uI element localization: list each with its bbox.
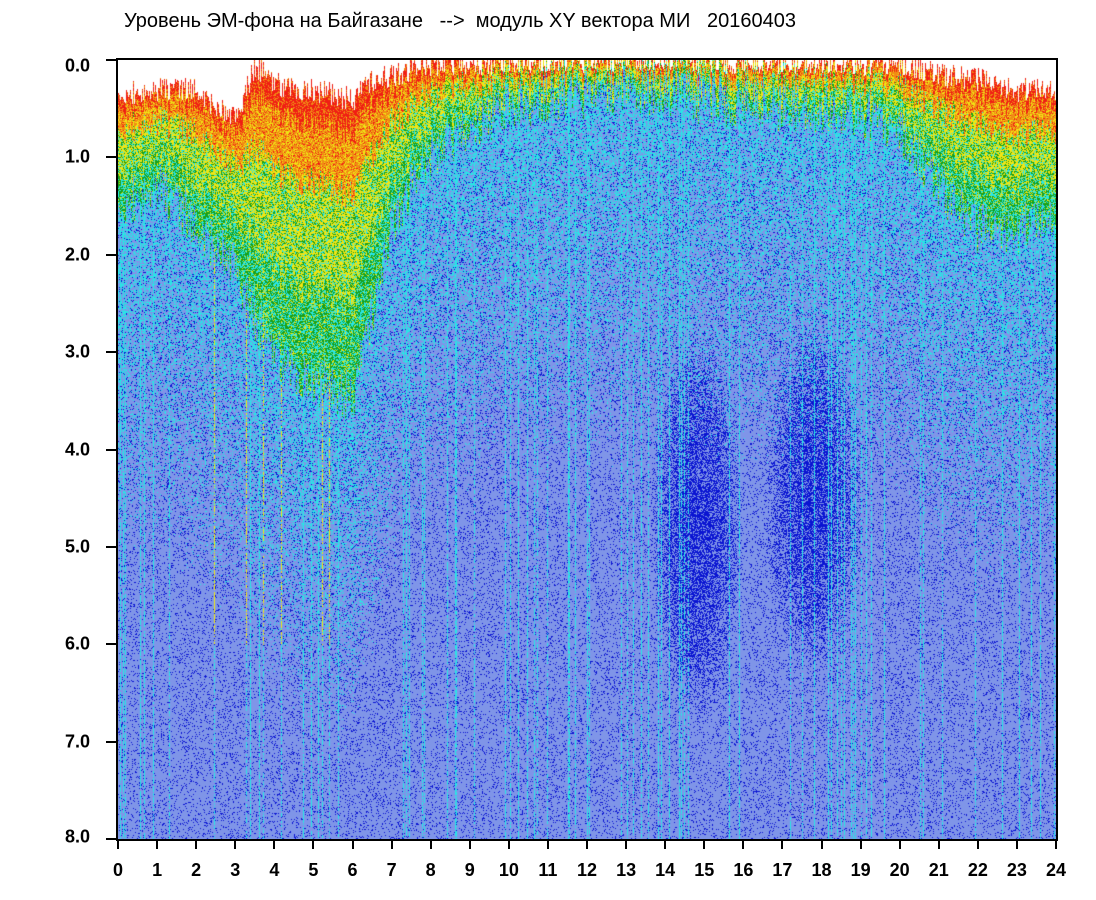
x-tick-mark (664, 841, 667, 849)
x-tick-label: 8 (425, 860, 436, 880)
x-tick-mark (781, 841, 784, 849)
x-tick-label: 0 (112, 860, 124, 880)
y-tick-mark (106, 351, 116, 354)
chart-title: Уровень ЭМ-фона на Байгазане --> модуль … (124, 10, 796, 32)
y-tick-mark (106, 253, 116, 256)
y-tick-label: 4.0 (64, 439, 90, 459)
y-tick-mark (106, 448, 116, 451)
x-tick-label: 18 (811, 860, 832, 880)
x-tick-label: 17 (772, 860, 793, 880)
x-tick-mark (703, 841, 706, 849)
x-tick-label: 11 (538, 860, 558, 880)
x-tick-label: 23 (1006, 860, 1027, 880)
x-tick-mark (351, 841, 354, 849)
x-tick-label: 3 (230, 860, 241, 880)
heatmap-canvas (118, 60, 1056, 839)
x-tick-label: 4 (269, 860, 280, 880)
x-tick-mark (468, 841, 471, 849)
y-tick-mark (106, 59, 116, 61)
y-tick-label: 7.0 (64, 731, 90, 752)
x-tick-label: 14 (655, 860, 676, 880)
x-tick-mark (546, 841, 549, 849)
x-tick-mark (156, 841, 159, 849)
x-tick-label: 6 (347, 860, 358, 880)
x-tick-label: 24 (1045, 860, 1067, 880)
x-tick-mark (976, 841, 979, 849)
plot-area (116, 58, 1058, 841)
x-tick-label: 9 (464, 860, 475, 880)
x-tick-label: 15 (694, 860, 715, 880)
x-tick-label: 5 (308, 860, 319, 880)
x-tick-label: 13 (616, 860, 637, 880)
x-tick-mark (312, 841, 315, 849)
x-tick-mark (429, 841, 432, 849)
x-tick-label: 21 (928, 860, 949, 880)
x-tick-label: 22 (967, 860, 988, 880)
x-tick-mark (625, 841, 628, 849)
x-tick-mark (1055, 841, 1057, 849)
x-tick-label: 16 (733, 860, 754, 880)
x-tick-mark (742, 841, 745, 849)
x-tick-label: 7 (386, 860, 397, 880)
x-tick-mark (195, 841, 198, 849)
y-tick-mark (106, 838, 116, 840)
x-tick-mark (507, 841, 510, 849)
x-tick-label: 10 (498, 860, 519, 880)
x-tick-mark (937, 841, 940, 849)
y-tick-label: 0.0 (64, 55, 90, 76)
x-tick-label: 2 (191, 860, 202, 880)
y-tick-label: 8.0 (64, 826, 90, 847)
y-tick-label: 6.0 (64, 633, 90, 654)
y-tick-mark (106, 156, 116, 159)
x-tick-label: 12 (576, 860, 598, 880)
x-tick-label: 20 (889, 860, 910, 880)
y-tick-mark (106, 643, 116, 646)
x-tick-mark (859, 841, 862, 849)
x-tick-mark (234, 841, 237, 849)
x-tick-mark (1015, 841, 1018, 849)
y-tick-label: 3.0 (64, 341, 90, 362)
x-tick-label: 19 (850, 860, 871, 880)
y-tick-label: 5.0 (64, 536, 90, 557)
x-tick-mark (117, 841, 119, 849)
x-tick-mark (390, 841, 393, 849)
y-tick-mark (106, 740, 116, 743)
x-tick-label: 1 (152, 860, 163, 880)
x-tick-mark (898, 841, 901, 849)
y-tick-mark (106, 545, 116, 548)
x-tick-mark (820, 841, 823, 849)
y-tick-label: 2.0 (64, 244, 90, 265)
x-tick-mark (586, 841, 588, 849)
x-tick-mark (273, 841, 276, 849)
y-tick-label: 1.0 (64, 146, 90, 167)
